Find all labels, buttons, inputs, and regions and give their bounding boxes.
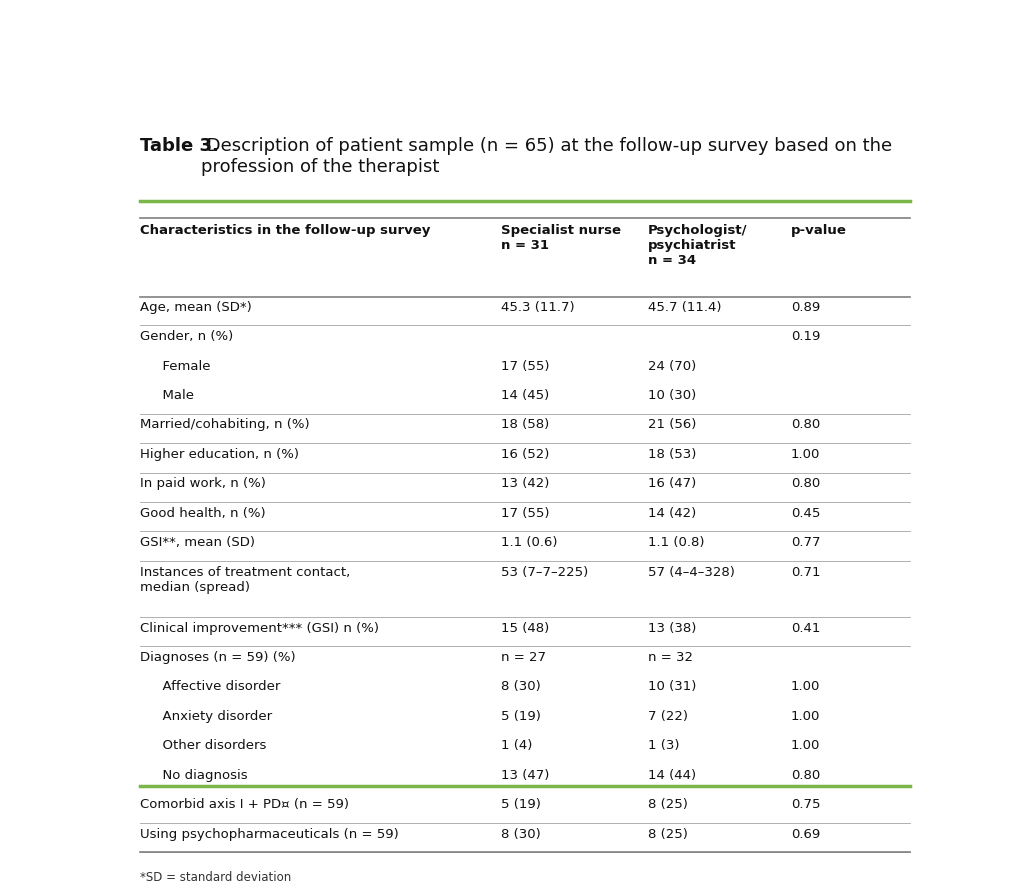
Text: Comorbid axis I + PD¤ (n = 59): Comorbid axis I + PD¤ (n = 59) <box>140 798 349 811</box>
Text: 5 (19): 5 (19) <box>501 710 541 723</box>
Text: 14 (42): 14 (42) <box>648 507 696 520</box>
Text: 8 (25): 8 (25) <box>648 828 688 841</box>
Text: 0.80: 0.80 <box>791 769 820 781</box>
Text: 0.71: 0.71 <box>791 565 820 579</box>
Text: 1.00: 1.00 <box>791 448 820 461</box>
Text: Higher education, n (%): Higher education, n (%) <box>140 448 299 461</box>
Text: GSI**, mean (SD): GSI**, mean (SD) <box>140 536 255 549</box>
Text: 15 (48): 15 (48) <box>501 621 549 635</box>
Text: 10 (31): 10 (31) <box>648 680 696 693</box>
Text: n = 32: n = 32 <box>648 651 693 664</box>
Text: Other disorders: Other disorders <box>155 740 266 752</box>
Text: 14 (45): 14 (45) <box>501 389 549 402</box>
Text: 17 (55): 17 (55) <box>501 507 550 520</box>
Text: Age, mean (SD*): Age, mean (SD*) <box>140 300 252 314</box>
Text: 13 (42): 13 (42) <box>501 477 549 491</box>
Text: 17 (55): 17 (55) <box>501 360 550 372</box>
Text: 1.00: 1.00 <box>791 710 820 723</box>
Text: 45.3 (11.7): 45.3 (11.7) <box>501 300 574 314</box>
Text: 0.89: 0.89 <box>791 300 820 314</box>
Text: 21 (56): 21 (56) <box>648 419 696 431</box>
Text: 14 (44): 14 (44) <box>648 769 696 781</box>
Text: p-value: p-value <box>791 224 847 237</box>
Text: Specialist nurse
n = 31: Specialist nurse n = 31 <box>501 224 621 252</box>
Text: Female: Female <box>155 360 211 372</box>
Text: n = 27: n = 27 <box>501 651 546 664</box>
Text: 5 (19): 5 (19) <box>501 798 541 811</box>
Text: 8 (30): 8 (30) <box>501 828 541 841</box>
Text: Affective disorder: Affective disorder <box>155 680 281 693</box>
Text: 13 (38): 13 (38) <box>648 621 696 635</box>
Text: 16 (47): 16 (47) <box>648 477 696 491</box>
Text: Good health, n (%): Good health, n (%) <box>140 507 265 520</box>
Text: Gender, n (%): Gender, n (%) <box>140 330 233 343</box>
Text: Male: Male <box>155 389 195 402</box>
Text: Diagnoses (n = 59) (%): Diagnoses (n = 59) (%) <box>140 651 296 664</box>
Text: No diagnosis: No diagnosis <box>155 769 248 781</box>
Text: 0.69: 0.69 <box>791 828 820 841</box>
Text: 18 (58): 18 (58) <box>501 419 549 431</box>
Text: 16 (52): 16 (52) <box>501 448 549 461</box>
Text: 1 (3): 1 (3) <box>648 740 679 752</box>
Text: 13 (47): 13 (47) <box>501 769 549 781</box>
Text: Using psychopharmaceuticals (n = 59): Using psychopharmaceuticals (n = 59) <box>140 828 398 841</box>
Text: 1 (4): 1 (4) <box>501 740 532 752</box>
Text: 0.41: 0.41 <box>791 621 820 635</box>
Text: 7 (22): 7 (22) <box>648 710 688 723</box>
Text: 0.45: 0.45 <box>791 507 820 520</box>
Text: 57 (4–4–328): 57 (4–4–328) <box>648 565 734 579</box>
Text: Anxiety disorder: Anxiety disorder <box>155 710 272 723</box>
Text: Description of patient sample (n = 65) at the follow-up survey based on the
prof: Description of patient sample (n = 65) a… <box>201 138 892 176</box>
Text: Clinical improvement*** (GSI) n (%): Clinical improvement*** (GSI) n (%) <box>140 621 379 635</box>
Text: 10 (30): 10 (30) <box>648 389 696 402</box>
Text: Instances of treatment contact,
median (spread): Instances of treatment contact, median (… <box>140 565 350 594</box>
Text: 0.77: 0.77 <box>791 536 820 549</box>
Text: 0.19: 0.19 <box>791 330 820 343</box>
Text: 0.80: 0.80 <box>791 477 820 491</box>
Text: 53 (7–7–225): 53 (7–7–225) <box>501 565 588 579</box>
Text: 45.7 (11.4): 45.7 (11.4) <box>648 300 721 314</box>
Text: 1.00: 1.00 <box>791 740 820 752</box>
Text: Characteristics in the follow-up survey: Characteristics in the follow-up survey <box>140 224 430 237</box>
Text: 18 (53): 18 (53) <box>648 448 696 461</box>
Text: 0.80: 0.80 <box>791 419 820 431</box>
Text: In paid work, n (%): In paid work, n (%) <box>140 477 266 491</box>
Text: 1.00: 1.00 <box>791 680 820 693</box>
Text: 8 (30): 8 (30) <box>501 680 541 693</box>
Text: 8 (25): 8 (25) <box>648 798 688 811</box>
Text: Married/cohabiting, n (%): Married/cohabiting, n (%) <box>140 419 309 431</box>
Text: 1.1 (0.8): 1.1 (0.8) <box>648 536 705 549</box>
Text: Psychologist/
psychiatrist
n = 34: Psychologist/ psychiatrist n = 34 <box>648 224 748 268</box>
Text: 0.75: 0.75 <box>791 798 820 811</box>
Text: *SD = standard deviation: *SD = standard deviation <box>140 871 291 885</box>
Text: 1.1 (0.6): 1.1 (0.6) <box>501 536 557 549</box>
Text: 24 (70): 24 (70) <box>648 360 696 372</box>
Text: Table 3.: Table 3. <box>140 138 219 156</box>
